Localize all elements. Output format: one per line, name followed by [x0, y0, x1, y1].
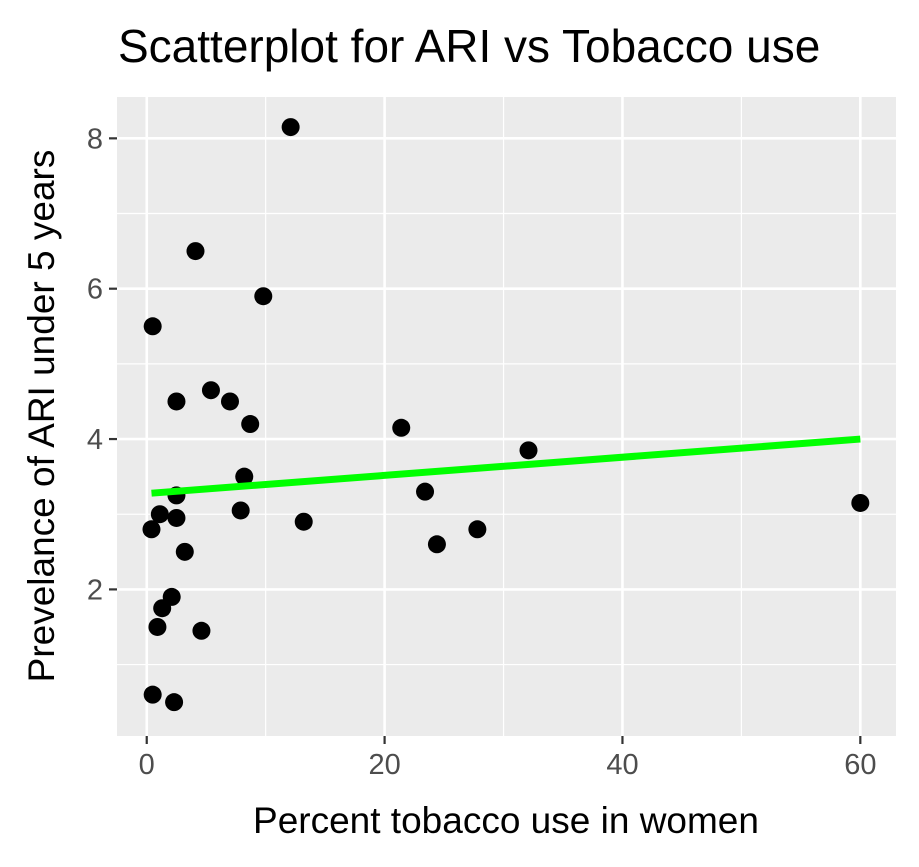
x-tick-label: 20 [368, 749, 400, 781]
data-point [167, 508, 186, 527]
data-point [186, 242, 205, 261]
data-point [220, 392, 239, 411]
plot-panel [117, 97, 896, 736]
data-point [167, 392, 186, 411]
x-axis-title: Percent tobacco use in women [253, 800, 759, 841]
y-tick-label: 2 [87, 574, 103, 606]
grid-major [117, 97, 896, 736]
data-point [231, 501, 250, 520]
x-tick-label: 0 [139, 749, 155, 781]
x-tick-label: 60 [844, 749, 876, 781]
data-point [142, 520, 161, 539]
data-point [468, 520, 487, 539]
data-point [294, 512, 313, 531]
data-point [519, 441, 538, 460]
data-point [392, 418, 411, 437]
x-axis: 0 20 40 60 [139, 736, 876, 781]
data-point [153, 599, 172, 618]
data-point [427, 535, 446, 554]
trend-line [151, 435, 861, 497]
trend-line-group [151, 435, 861, 497]
y-tick-label: 6 [87, 274, 103, 306]
y-tick-label: 8 [87, 123, 103, 155]
data-point [175, 542, 194, 561]
data-point [201, 381, 220, 400]
y-axis-title: Prevelance of ARI under 5 years [21, 150, 62, 683]
data-point [143, 685, 162, 704]
data-point [150, 505, 169, 524]
data-point [235, 467, 254, 486]
y-tick-label: 4 [87, 424, 103, 456]
data-point [241, 415, 260, 434]
chart-title: Scatterplot for ARI vs Tobacco use [118, 20, 820, 72]
data-point [281, 118, 300, 137]
y-axis: 2 4 6 8 [87, 123, 117, 606]
data-point [143, 317, 162, 336]
data-points [142, 118, 870, 712]
x-tick-label: 40 [606, 749, 638, 781]
data-point [165, 693, 184, 712]
data-point [851, 493, 870, 512]
data-point [148, 617, 167, 636]
data-point [254, 287, 273, 306]
data-point [416, 482, 435, 501]
data-point [192, 621, 211, 640]
